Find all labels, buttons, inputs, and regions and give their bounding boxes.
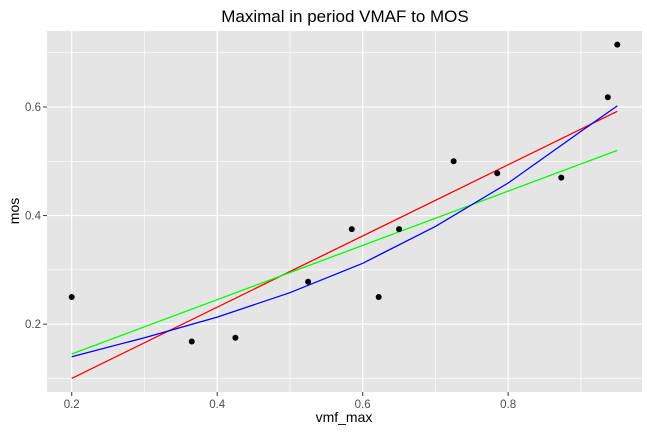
- grid-minor: [47, 31, 642, 392]
- fit-line-3: [71, 105, 618, 358]
- points-layer: [68, 41, 621, 345]
- y-axis-ticks: 0.2 0.4 0.6: [25, 102, 47, 331]
- y-tick-label: 0.6: [25, 102, 41, 114]
- data-point: [396, 226, 403, 233]
- series-layer: [71, 105, 618, 379]
- data-point: [604, 94, 611, 101]
- chart-title: Maximal in period VMAF to MOS: [221, 7, 469, 26]
- data-point: [375, 294, 382, 300]
- x-tick-label: 0.2: [64, 399, 80, 411]
- x-tick-label: 0.8: [500, 399, 516, 411]
- data-point: [494, 170, 501, 177]
- x-tick-label: 0.4: [209, 399, 226, 411]
- data-point: [614, 41, 621, 48]
- data-point: [68, 294, 75, 300]
- data-point: [305, 278, 312, 285]
- x-tick-label: 0.6: [355, 399, 371, 411]
- y-axis-label: mos: [6, 198, 22, 224]
- data-point: [232, 334, 239, 341]
- data-point: [450, 158, 457, 165]
- y-tick-label: 0.2: [25, 319, 41, 331]
- fit-line-2: [71, 149, 618, 355]
- data-point: [188, 338, 195, 345]
- y-tick-label: 0.4: [25, 211, 42, 223]
- fit-line-1: [71, 110, 618, 379]
- plot-panel: [47, 31, 642, 392]
- x-axis-ticks: 0.2 0.4 0.6 0.8: [64, 392, 516, 411]
- grid-major: [47, 31, 642, 392]
- data-point: [348, 226, 355, 233]
- data-point: [558, 174, 565, 181]
- x-axis-label: vmf_max: [316, 409, 373, 425]
